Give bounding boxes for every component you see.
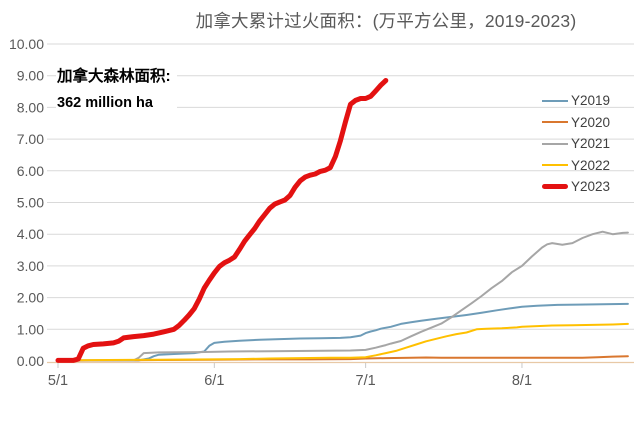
legend-label-Y2020: Y2020: [571, 114, 611, 130]
y-tick-label-8.00: 8.00: [17, 99, 44, 115]
y-tick-label-6.00: 6.00: [17, 163, 44, 179]
y-tick-label-4.00: 4.00: [17, 226, 44, 242]
x-tick-label-8/1: 8/1: [512, 373, 532, 389]
legend-label-Y2022: Y2022: [571, 157, 611, 173]
legend-dash-icon-Y2022: [542, 164, 568, 167]
legend-item-Y2020: Y2020: [542, 112, 610, 134]
legend-item-Y2022: Y2022: [542, 155, 610, 177]
series-line-Y2023: [55, 78, 389, 363]
chart-title: 加拿大累计过火面积：(万平方公里，2019-2023): [195, 11, 577, 31]
legend-label-Y2023: Y2023: [571, 179, 611, 195]
forest-area-annotation: 加拿大森林面积: 362 million ha: [56, 62, 177, 115]
series-line-Y2019: [57, 302, 629, 362]
y-tick-label-10.00: 10.00: [9, 36, 44, 52]
legend: Y2019 Y2020 Y2021 Y2022 Y2023: [542, 90, 610, 198]
y-tick-label-2.00: 2.00: [17, 290, 44, 306]
legend-item-Y2023: Y2023: [542, 176, 610, 198]
legend-dash-icon-Y2023: [542, 184, 568, 190]
legend-label-Y2019: Y2019: [571, 93, 611, 109]
y-tick-label-9.00: 9.00: [17, 68, 44, 84]
y-tick-label-5.00: 5.00: [17, 195, 44, 211]
legend-dash-icon-Y2019: [542, 99, 568, 102]
y-tick-label-0.00: 0.00: [17, 353, 44, 369]
series-line-Y2022: [57, 322, 629, 362]
legend-label-Y2021: Y2021: [571, 136, 611, 152]
annotation-line-2: 362 million ha: [57, 95, 153, 111]
annotation-line-1: 加拿大森林面积:: [57, 68, 171, 85]
legend-dash-icon-Y2021: [542, 142, 568, 145]
x-tick-label-6/1: 6/1: [204, 373, 224, 389]
series-line-Y2021: [57, 230, 629, 362]
y-tick-label-3.00: 3.00: [17, 258, 44, 274]
x-tick-label-5/1: 5/1: [48, 373, 68, 389]
legend-item-Y2019: Y2019: [542, 90, 610, 112]
y-tick-label-1.00: 1.00: [17, 321, 44, 337]
x-tick-label-7/1: 7/1: [356, 373, 376, 389]
legend-item-Y2021: Y2021: [542, 133, 610, 155]
y-tick-label-7.00: 7.00: [17, 131, 44, 147]
legend-dash-icon-Y2020: [542, 121, 568, 124]
